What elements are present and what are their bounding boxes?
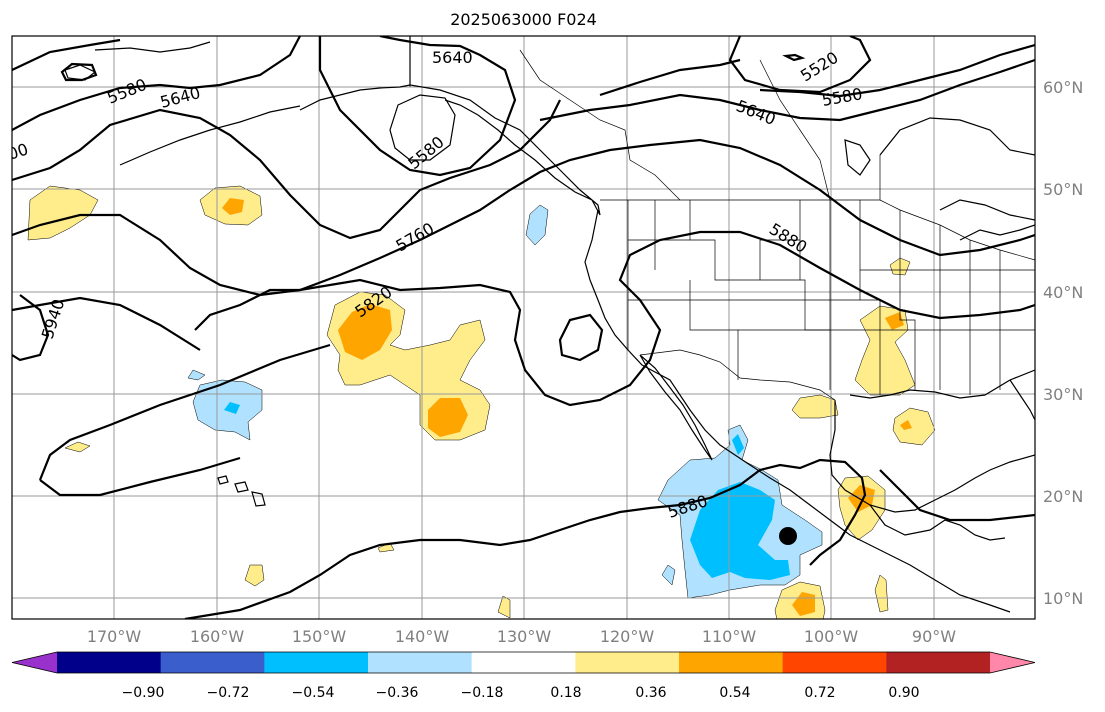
colorbar-tick-label: −0.18	[461, 685, 504, 701]
positive-anomaly-region	[428, 398, 468, 437]
latitude-tick-label: 20°N	[1043, 487, 1083, 506]
latitude-tick-label: 60°N	[1043, 78, 1083, 97]
contour-line	[184, 458, 867, 619]
positive-anomaly-region	[900, 420, 912, 430]
contour-line	[782, 53, 806, 62]
colorbar-segment	[160, 652, 265, 673]
contour-line	[539, 58, 1035, 122]
latitude-tick-label: 10°N	[1043, 589, 1083, 608]
positive-anomaly-region	[848, 485, 875, 512]
colorbar-outline	[11, 651, 1036, 674]
contour-line	[12, 294, 50, 362]
colorbar-segment	[57, 652, 162, 673]
contour-line	[879, 469, 1035, 522]
colorbar-segment	[575, 652, 680, 673]
contour-label: 00	[5, 139, 30, 163]
contour-line	[318, 36, 517, 177]
location-marker	[779, 527, 797, 545]
contour-line	[12, 138, 1035, 297]
coastlines	[64, 36, 1035, 613]
positive-anomaly-region	[874, 574, 889, 613]
longitude-tick-label: 110°W	[702, 627, 757, 646]
contour-line	[728, 36, 872, 94]
colorbar-tick-label: 0.90	[888, 685, 919, 701]
longitude-tick-label: 90°W	[912, 627, 956, 646]
colorbar-segment	[264, 652, 369, 673]
positive-anomaly-region	[27, 185, 99, 241]
colorbar-tick-label: −0.72	[207, 685, 250, 701]
contour-line	[759, 43, 1035, 98]
colorbar	[11, 651, 1036, 674]
latitude-tick-label: 50°N	[1043, 180, 1083, 199]
colorbar-segment	[782, 652, 887, 673]
colorbar-segment	[368, 652, 473, 673]
contour-line	[12, 38, 121, 71]
latitude-tick-labels: 60°N 50°N 40°N 30°N 20°N 10°N	[1043, 78, 1083, 608]
contour-line	[12, 99, 561, 240]
longitude-tick-label: 140°W	[395, 627, 450, 646]
positive-anomaly-region	[791, 394, 839, 419]
colorbar-segment	[471, 652, 576, 673]
map-title: 2025063000 F024	[450, 10, 597, 29]
positive-anomaly-region	[885, 312, 904, 330]
longitude-tick-label: 160°W	[190, 627, 245, 646]
positive-anomaly-region	[244, 564, 265, 587]
negative-anomaly-region	[187, 369, 206, 381]
contour-line	[38, 343, 331, 481]
longitude-tick-labels: 170°W 160°W 150°W 140°W 130°W 120°W 110°…	[87, 627, 956, 646]
positive-anomaly-region	[497, 595, 511, 619]
colorbar-tick-labels: −0.90 −0.72 −0.54 −0.36 −0.18 0.18 0.36 …	[122, 685, 920, 701]
colorbar-tick-label: 0.72	[804, 685, 835, 701]
negative-anomaly-region	[224, 402, 240, 414]
longitude-tick-label: 130°W	[497, 627, 552, 646]
colorbar-extend-high	[990, 652, 1035, 673]
colorbar-segment	[679, 652, 784, 673]
longitude-tick-label: 120°W	[600, 627, 655, 646]
colorbar-tick-label: −0.36	[376, 685, 419, 701]
colorbar-extend-low	[12, 652, 57, 673]
negative-anomaly-region	[732, 434, 744, 455]
political-borders	[409, 36, 1035, 401]
shaded-anomaly-regions	[27, 185, 936, 619]
positive-anomaly-region	[222, 198, 244, 215]
contour-line	[558, 313, 604, 362]
longitude-tick-label: 150°W	[292, 627, 347, 646]
longitude-tick-label: 100°W	[804, 627, 859, 646]
negative-anomaly-region	[661, 564, 676, 586]
contour-line	[194, 230, 1035, 407]
height-contours	[12, 36, 1035, 619]
positive-anomaly-region	[892, 407, 936, 446]
colorbar-tick-label: 0.18	[550, 685, 581, 701]
longitude-tick-label: 170°W	[87, 627, 142, 646]
latitude-tick-label: 40°N	[1043, 283, 1083, 302]
contour-line	[12, 296, 201, 351]
contour-line	[60, 62, 98, 82]
negative-anomaly-region	[690, 482, 790, 580]
colorbar-segment	[886, 652, 991, 673]
positive-anomaly-region	[338, 304, 392, 360]
contour-line	[599, 58, 741, 97]
colorbar-tick-label: 0.36	[635, 685, 666, 701]
latitude-tick-label: 30°N	[1043, 385, 1083, 404]
positive-anomaly-region	[64, 441, 91, 453]
colorbar-tick-label: −0.90	[122, 685, 165, 701]
map-frame	[11, 35, 1036, 620]
colorbar-tick-label: 0.54	[719, 685, 750, 701]
contour-line	[39, 456, 241, 497]
negative-anomaly-region	[525, 204, 549, 246]
contour-line	[12, 36, 301, 131]
colorbar-tick-label: −0.54	[292, 685, 335, 701]
contour-label: 5640	[432, 48, 473, 67]
